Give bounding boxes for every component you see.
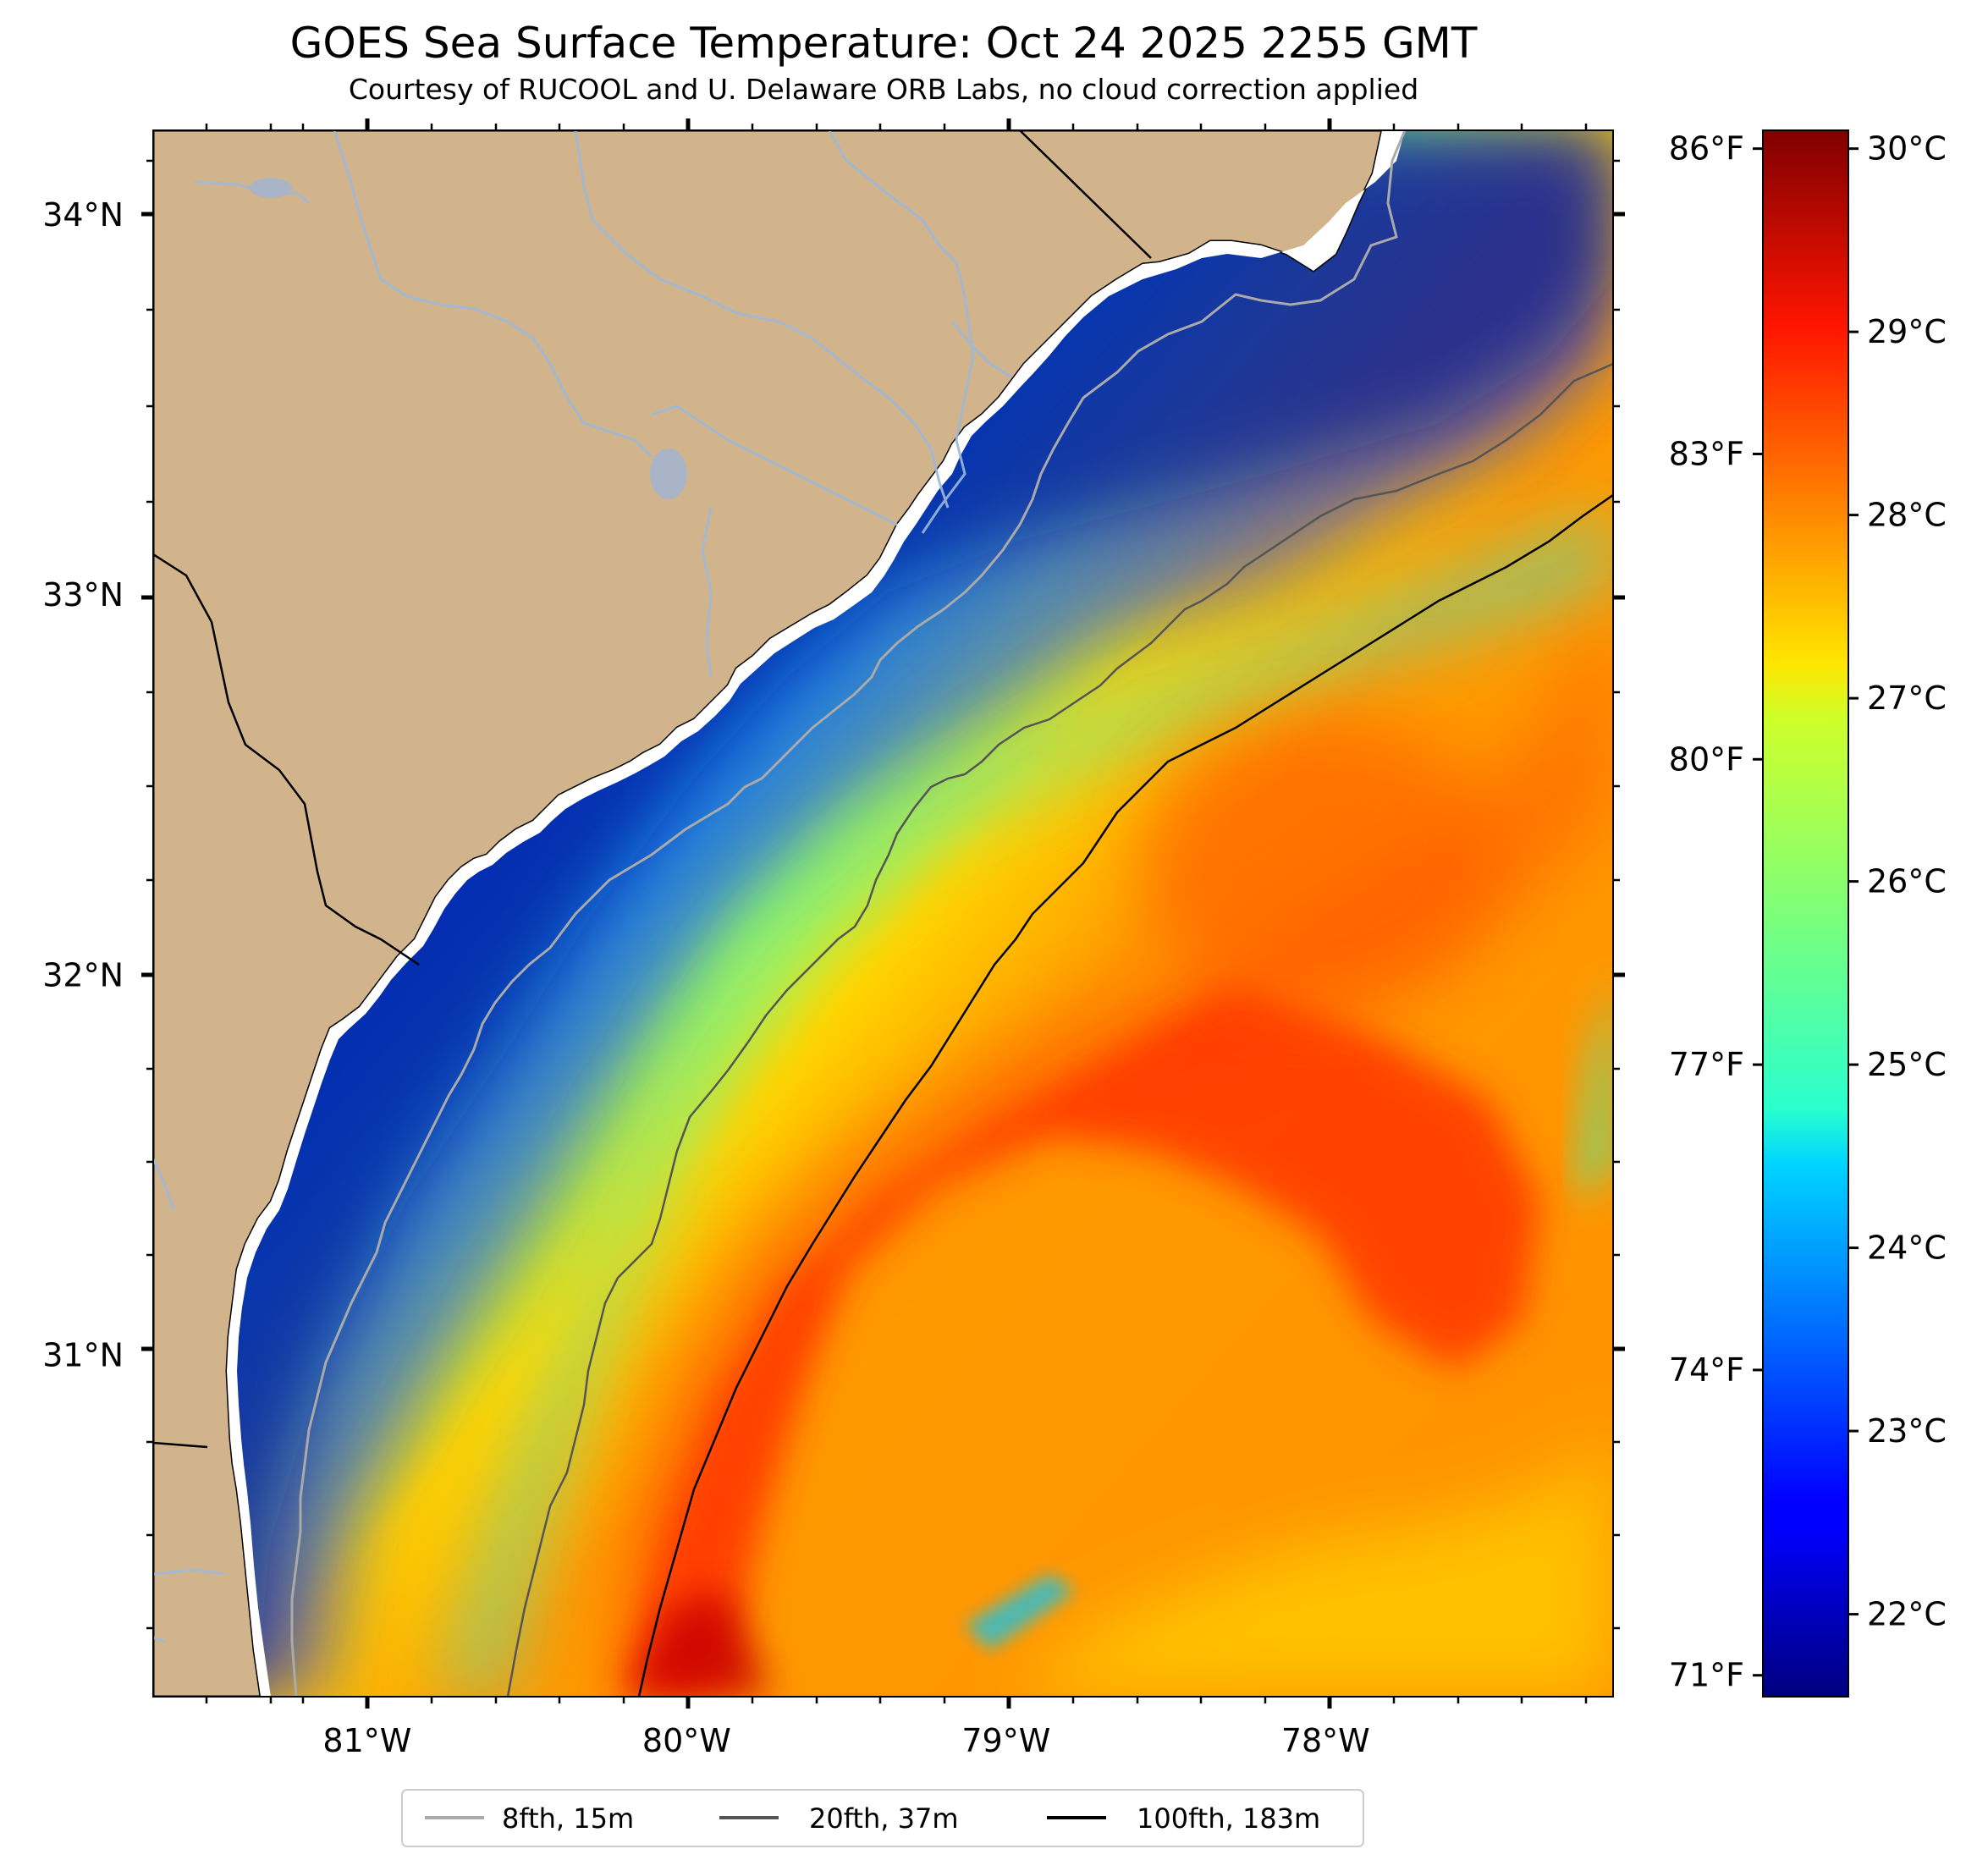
chart-subtitle: Courtesy of RUCOOL and U. Delaware ORB L… — [349, 73, 1418, 106]
isobath-20fth — [506, 362, 1613, 1697]
colorbar-fahrenheit-label-2: 77°F — [1669, 1046, 1744, 1083]
legend-label-100fth: 100fth, 183m — [1137, 1802, 1320, 1835]
colorbar-celsius-label-0: 22°C — [1867, 1596, 1947, 1633]
colorbar-fahrenheit-ticks: 71°F 74°F 77°F 80°F 83°F 86°F — [1669, 130, 1763, 1694]
colorbar-fahrenheit-label-1: 74°F — [1669, 1351, 1744, 1389]
legend-box — [401, 1789, 1364, 1847]
colorbar-fahrenheit-label-0: 71°F — [1669, 1657, 1744, 1694]
legend: 8fth, 15m 20fth, 37m 100fth, 183m — [401, 1789, 1364, 1847]
colorbar-celsius-label-2: 24°C — [1867, 1230, 1947, 1267]
colorbar-celsius-label-5: 27°C — [1867, 680, 1947, 717]
y-tick-label-3: 34°N — [42, 196, 124, 234]
y-tick-label-1: 32°N — [42, 956, 124, 993]
rivers — [153, 130, 1012, 1643]
axis-ticks — [141, 118, 1625, 1709]
colorbar-celsius-ticks: 22°C 23°C 24°C 25°C 26°C 27°C 28°C 29°C 30°C — [1848, 130, 1947, 1633]
y-tick-label-0: 31°N — [42, 1337, 124, 1374]
x-tick-label-2: 79°W — [961, 1722, 1050, 1759]
legend-label-20fth: 20fth, 37m — [809, 1802, 958, 1835]
colorbar-celsius-label-7: 29°C — [1867, 313, 1947, 350]
legend-label-8fth: 8fth, 15m — [502, 1802, 634, 1835]
isobath-8fth — [290, 130, 1407, 1697]
colorbar — [1762, 129, 1849, 1698]
sst-heatmap — [153, 130, 1613, 1697]
x-axis-tick-labels: 81°W 80°W 79°W 78°W — [322, 1722, 1369, 1759]
y-tick-label-2: 33°N — [42, 576, 124, 614]
colorbar-celsius-label-3: 25°C — [1867, 1046, 1947, 1083]
colorbar-celsius-label-1: 23°C — [1867, 1412, 1947, 1450]
map-frame — [152, 129, 1614, 1698]
x-tick-label-3: 78°W — [1281, 1722, 1370, 1759]
isobath-100fth — [637, 493, 1613, 1697]
colorbar-fahrenheit-label-4: 83°F — [1669, 435, 1744, 472]
colorbar-celsius-label-6: 28°C — [1867, 497, 1947, 534]
y-axis-tick-labels: 31°N 32°N 33°N 34°N — [42, 196, 124, 1374]
x-tick-label-0: 81°W — [322, 1722, 411, 1759]
colorbar-fahrenheit-label-3: 80°F — [1669, 740, 1744, 778]
state-boundaries — [153, 130, 1152, 1449]
chart-title: GOES Sea Surface Temperature: Oct 24 202… — [290, 19, 1478, 68]
x-tick-label-1: 80°W — [642, 1722, 731, 1759]
colorbar-celsius-label-4: 26°C — [1867, 863, 1947, 900]
colorbar-celsius-label-8: 30°C — [1867, 130, 1947, 168]
colorbar-fahrenheit-label-5: 86°F — [1669, 130, 1744, 168]
